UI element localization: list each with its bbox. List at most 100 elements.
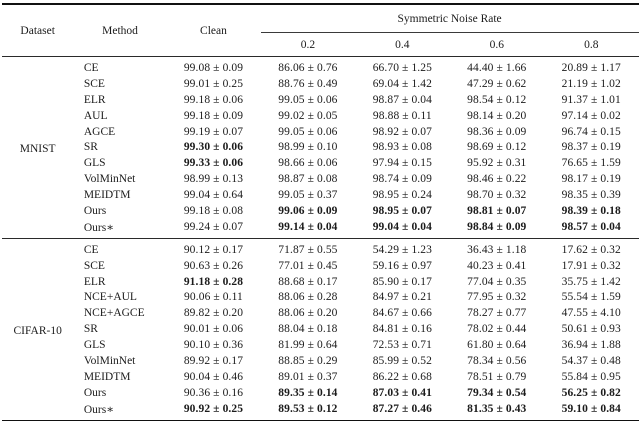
value-cell: 54.29 ± 1.23: [355, 237, 450, 258]
method-cell: GLS: [83, 339, 106, 352]
value-cell: 69.04 ± 1.42: [372, 77, 432, 90]
value-cell: 77.95 ± 0.32: [467, 291, 527, 304]
value-cell: 84.81 ± 0.16: [372, 323, 432, 336]
value-cell: 98.36 ± 0.09: [467, 125, 527, 138]
method-cell: SR: [83, 323, 98, 336]
value-cell: 98.57 ± 0.04: [561, 220, 621, 233]
method-cell: VolMinNet: [83, 354, 136, 367]
value-cell: 88.85 ± 0.29: [278, 354, 338, 367]
method-cell: NCE+AUL: [83, 291, 137, 304]
value-cell: 77.01 ± 0.45: [278, 259, 338, 272]
value-cell: 20.89 ± 1.17: [561, 61, 621, 74]
value-cell: 90.04 ± 0.46: [183, 370, 244, 383]
value-cell: 99.05 ± 0.37: [278, 189, 338, 202]
value-cell: 98.84 ± 0.09: [467, 220, 527, 233]
value-cell: 98.93 ± 0.08: [372, 141, 432, 154]
table-row: NCE+AUL 90.06 ± 0.11 88.06 ± 0.28 84.97 ± 0…: [2, 289, 639, 305]
value-cell: 98.66 ± 0.06: [278, 157, 338, 170]
value-cell: 88.06 ± 0.28: [278, 291, 338, 304]
value-cell: 89.53 ± 0.12: [278, 402, 338, 415]
value-cell: 88.76 ± 0.49: [278, 77, 338, 90]
value-cell: 98.87 ± 0.08: [278, 173, 338, 186]
value-cell: 99.04 ± 0.64: [183, 189, 244, 202]
method-cell: CE: [83, 61, 99, 74]
value-cell: 98.92 ± 0.07: [372, 125, 432, 138]
method-cell: ELR: [83, 275, 106, 288]
value-cell: 99.02 ± 0.05: [278, 109, 338, 122]
col-header-dataset: Dataset: [20, 24, 55, 37]
value-cell: 98.14 ± 0.20: [467, 109, 527, 122]
value-cell: 98.88 ± 0.11: [372, 109, 432, 122]
value-cell: 98.95 ± 0.24: [372, 189, 432, 202]
value-cell: 71.87 ± 0.55: [260, 237, 356, 258]
col-header-noise-group: Symmetric Noise Rate: [260, 4, 639, 33]
value-cell: 98.74 ± 0.09: [372, 173, 432, 186]
value-cell: 99.18 ± 0.06: [183, 93, 244, 106]
value-cell: 88.06 ± 0.20: [278, 307, 338, 320]
value-cell: 99.06 ± 0.09: [278, 204, 338, 217]
table-row: SR 99.30 ± 0.06 98.99 ± 0.10 98.93 ± 0.08 98…: [2, 139, 639, 155]
value-cell: 98.37 ± 0.19: [561, 141, 621, 154]
value-cell: 90.10 ± 0.36: [183, 339, 244, 352]
value-cell: 89.82 ± 0.20: [183, 307, 244, 320]
value-cell: 99.30 ± 0.06: [183, 141, 244, 154]
value-cell: 56.25 ± 0.82: [561, 386, 621, 399]
method-cell: Ours: [83, 204, 107, 217]
value-cell: 99.19 ± 0.07: [183, 125, 244, 138]
value-cell: 36.94 ± 1.88: [561, 339, 621, 352]
value-cell: 90.63 ± 0.26: [183, 259, 244, 272]
value-cell: 91.37 ± 1.01: [561, 93, 621, 106]
method-cell: CE: [73, 237, 167, 258]
value-cell: 54.37 ± 0.48: [561, 354, 621, 367]
value-cell: 99.05 ± 0.06: [278, 93, 338, 106]
value-cell: 35.75 ± 1.42: [561, 275, 621, 288]
table-body: MNIST CE 99.08 ± 0.09 86.06 ± 0.76 66.70 ± 1…: [1, 57, 639, 421]
value-cell: 98.46 ± 0.22: [467, 173, 527, 186]
table-row: Ours∗ 90.92 ± 0.25 89.53 ± 0.12 87.27 ± 0.4…: [2, 401, 639, 421]
col-header-noise-0.2: 0.2: [300, 38, 316, 51]
table-header: Dataset Method Clean Symmetric Noise Rat…: [1, 4, 639, 57]
col-header-clean: Clean: [200, 24, 227, 37]
dataset-label: MNIST: [19, 142, 56, 155]
table-row: Ours 90.36 ± 0.16 89.35 ± 0.14 87.03 ± 0.41…: [2, 385, 639, 401]
value-cell: 81.35 ± 0.43: [467, 402, 527, 415]
value-cell: 72.53 ± 0.71: [372, 339, 432, 352]
value-cell: 17.62 ± 0.32: [544, 237, 639, 258]
value-cell: 86.22 ± 0.68: [372, 370, 432, 383]
value-cell: 98.99 ± 0.10: [278, 141, 338, 154]
value-cell: 98.69 ± 0.12: [467, 141, 527, 154]
value-cell: 99.24 ± 0.07: [183, 220, 244, 233]
col-header-noise-0.8: 0.8: [584, 38, 599, 51]
value-cell: 89.92 ± 0.17: [183, 354, 244, 367]
table-row: SCE 99.01 ± 0.25 88.76 ± 0.49 69.04 ± 1.42 4…: [2, 76, 639, 92]
table-row: Ours∗ 99.24 ± 0.07 99.14 ± 0.04 99.04 ± 0.0…: [2, 219, 639, 238]
value-cell: 90.01 ± 0.06: [183, 323, 244, 336]
method-cell: VolMinNet: [83, 173, 136, 186]
value-cell: 85.90 ± 0.17: [372, 275, 432, 288]
method-cell: Ours∗: [83, 221, 115, 234]
value-cell: 95.92 ± 0.31: [467, 157, 527, 170]
method-cell: GLS: [83, 157, 106, 170]
table-row: GLS 99.33 ± 0.06 98.66 ± 0.06 97.94 ± 0.15 9…: [2, 155, 639, 171]
table-row: GLS 90.10 ± 0.36 81.99 ± 0.64 72.53 ± 0.71 6…: [2, 337, 639, 353]
value-cell: 85.99 ± 0.52: [372, 354, 432, 367]
value-cell: 89.35 ± 0.14: [278, 386, 338, 399]
method-cell: NCE+AGCE: [83, 307, 145, 320]
table-row: MNIST CE 99.08 ± 0.09 86.06 ± 0.76 66.70 ± 1…: [2, 57, 639, 155]
method-cell: MEIDTM: [83, 370, 131, 383]
table-row: MEIDTM 90.04 ± 0.46 89.01 ± 0.37 86.22 ± 0.…: [2, 369, 639, 385]
value-cell: 47.29 ± 0.62: [467, 77, 527, 90]
value-cell: 50.61 ± 0.93: [561, 323, 621, 336]
value-cell: 87.03 ± 0.41: [372, 386, 432, 399]
value-cell: 91.18 ± 0.28: [183, 275, 244, 288]
method-cell: ELR: [83, 93, 106, 106]
value-cell: 59.10 ± 0.84: [561, 402, 621, 415]
dataset-label: CIFAR-10: [1, 237, 74, 421]
value-cell: 98.35 ± 0.39: [561, 189, 621, 202]
value-cell: 40.23 ± 0.41: [467, 259, 527, 272]
value-cell: 90.92 ± 0.25: [183, 402, 244, 415]
table-row: CIFAR-10 CE 90.12 ± 0.17 71.87 ± 0.55 54.29 …: [1, 237, 639, 421]
method-cell: SR: [83, 141, 98, 154]
value-cell: 88.04 ± 0.18: [278, 323, 338, 336]
results-table: Dataset Method Clean Symmetric Noise Rat…: [1, 3, 639, 421]
